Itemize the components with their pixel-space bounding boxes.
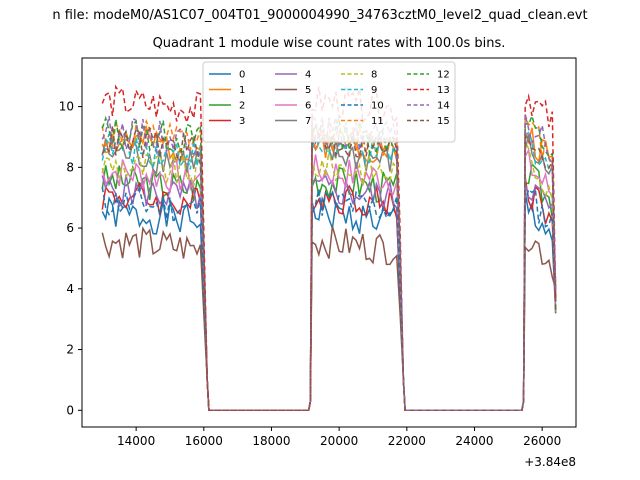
legend-label-15: 15 [437, 116, 450, 127]
y-tick-label: 2 [66, 343, 74, 357]
legend-label-7: 7 [305, 116, 311, 127]
y-tick-label: 6 [66, 221, 74, 235]
x-tick-label: 22000 [388, 434, 426, 448]
legend-label-1: 1 [239, 85, 245, 96]
series-line-5 [101, 225, 557, 412]
legend-label-4: 4 [305, 70, 311, 81]
series-line-8 [101, 141, 557, 412]
x-tick-label: 18000 [252, 434, 290, 448]
legend-label-9: 9 [371, 85, 377, 96]
chart-title: Quadrant 1 module wise count rates with … [152, 36, 506, 51]
series-line-7 [101, 134, 557, 412]
series-line-15 [101, 125, 557, 412]
x-tick-label: 24000 [455, 434, 493, 448]
series-line-0 [101, 191, 557, 412]
legend-label-5: 5 [305, 85, 311, 96]
series-line-3 [101, 177, 557, 412]
x-tick-label: 20000 [320, 434, 358, 448]
series-layer [101, 84, 557, 412]
legend-label-10: 10 [371, 101, 384, 112]
legend-box [202, 61, 456, 143]
y-tick-label: 10 [59, 100, 74, 114]
legend-label-12: 12 [437, 70, 450, 81]
x-tick-label: 26000 [523, 434, 561, 448]
x-axis: 14000 16000 18000 20000 22000 24000 26000 [117, 427, 561, 448]
legend-label-6: 6 [305, 101, 311, 112]
x-tick-label: 14000 [117, 434, 155, 448]
series-line-4 [101, 174, 557, 412]
y-tick-label: 4 [66, 282, 74, 296]
x-offset-label: +3.84e8 [524, 455, 576, 469]
axes-frame [81, 57, 577, 428]
page-title: n file: modeM0/AS1C07_004T01_9000004990_… [52, 8, 588, 23]
y-tick-label: 8 [66, 160, 74, 174]
y-axis: 0 2 4 6 8 10 [59, 100, 82, 417]
series-line-6 [101, 147, 557, 412]
legend-label-11: 11 [371, 116, 384, 127]
y-tick-label: 0 [66, 403, 74, 417]
legend-label-8: 8 [371, 70, 377, 81]
legend-label-2: 2 [239, 101, 245, 112]
legend-label-3: 3 [239, 116, 245, 127]
x-tick-label: 16000 [185, 434, 223, 448]
legend-label-14: 14 [437, 101, 450, 112]
series-line-12 [101, 113, 557, 412]
legend-label-0: 0 [239, 70, 245, 81]
legend-label-13: 13 [437, 85, 450, 96]
